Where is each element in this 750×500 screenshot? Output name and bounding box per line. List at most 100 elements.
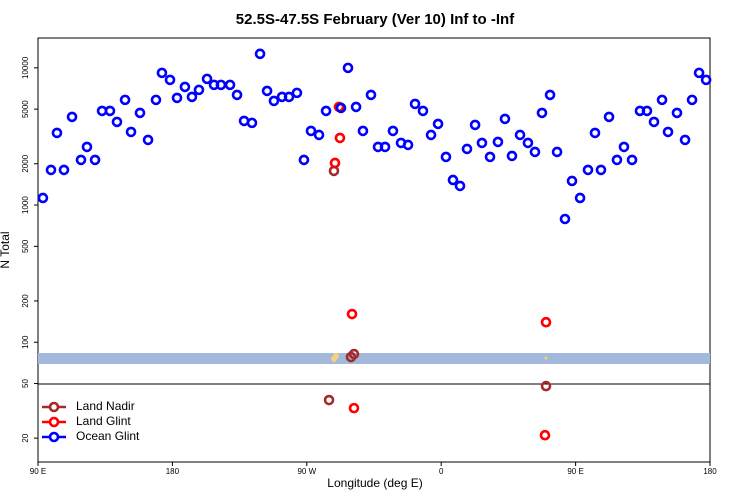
point xyxy=(611,154,623,166)
point xyxy=(164,74,176,86)
y-tick-label: 100 xyxy=(21,335,30,349)
point xyxy=(514,129,526,141)
point xyxy=(320,105,332,117)
point xyxy=(574,192,586,204)
point xyxy=(648,116,660,128)
point xyxy=(111,116,123,128)
point xyxy=(365,89,377,101)
point xyxy=(342,62,354,74)
point xyxy=(582,164,594,176)
y-axis-label: N Total xyxy=(0,231,12,268)
point xyxy=(119,94,131,106)
point xyxy=(440,151,452,163)
point xyxy=(447,174,459,186)
y-tick-label: 1000 xyxy=(21,196,30,214)
point xyxy=(51,127,63,139)
point xyxy=(334,132,346,144)
legend-label: Ocean Glint xyxy=(76,429,140,443)
point xyxy=(402,139,414,151)
point xyxy=(193,84,205,96)
point xyxy=(626,154,638,166)
point xyxy=(476,137,488,149)
y-tick-label: 200 xyxy=(21,294,30,308)
legend-label: Land Glint xyxy=(76,414,131,428)
point xyxy=(679,134,691,146)
point xyxy=(432,118,444,130)
x-tick-label: 0 xyxy=(439,467,444,476)
point xyxy=(540,380,552,392)
point xyxy=(305,125,317,137)
point xyxy=(641,105,653,117)
legend-label: Land Nadir xyxy=(76,399,135,413)
point xyxy=(179,81,191,93)
point xyxy=(186,91,198,103)
point xyxy=(566,175,578,187)
point xyxy=(323,394,335,406)
point xyxy=(150,94,162,106)
point xyxy=(58,164,70,176)
point xyxy=(201,73,213,85)
coverage-band xyxy=(38,353,710,364)
point xyxy=(417,105,429,117)
point xyxy=(104,105,116,117)
point xyxy=(529,146,541,158)
x-tick-label: 180 xyxy=(166,467,180,476)
point xyxy=(536,107,548,119)
point xyxy=(357,125,369,137)
point xyxy=(313,129,325,141)
point xyxy=(45,164,57,176)
legend-marker xyxy=(48,431,60,443)
point xyxy=(589,127,601,139)
y-tick-label: 2000 xyxy=(21,154,30,172)
plot-frame xyxy=(37,37,711,463)
point xyxy=(37,192,49,204)
point xyxy=(544,89,556,101)
point xyxy=(142,134,154,146)
y-tick-label: 5000 xyxy=(21,100,30,118)
y-tick-label: 20 xyxy=(21,433,30,442)
point xyxy=(693,67,705,79)
point xyxy=(409,98,421,110)
point xyxy=(425,129,437,141)
band-marker xyxy=(544,356,548,360)
point xyxy=(246,117,258,129)
point xyxy=(268,95,280,107)
point xyxy=(461,143,473,155)
y-tick-label: 10000 xyxy=(21,56,30,79)
point xyxy=(595,164,607,176)
point xyxy=(81,141,93,153)
x-tick-label: 90 E xyxy=(30,467,46,476)
x-tick-label: 90 E xyxy=(567,467,583,476)
y-tick-label: 500 xyxy=(21,239,30,253)
x-axis-label: Longitude (deg E) xyxy=(327,476,422,490)
point xyxy=(125,126,137,138)
point xyxy=(298,154,310,166)
point xyxy=(540,316,552,328)
point xyxy=(89,154,101,166)
point xyxy=(484,151,496,163)
point xyxy=(539,429,551,441)
point xyxy=(346,308,358,320)
point xyxy=(469,119,481,131)
legend-marker xyxy=(48,401,60,413)
point xyxy=(656,94,668,106)
point xyxy=(345,351,357,363)
point xyxy=(156,67,168,79)
point xyxy=(671,107,683,119)
point xyxy=(492,136,504,148)
point xyxy=(686,94,698,106)
point xyxy=(254,48,266,60)
point xyxy=(215,79,227,91)
point xyxy=(329,157,341,169)
point xyxy=(454,180,466,192)
point xyxy=(618,141,630,153)
point xyxy=(66,111,78,123)
point xyxy=(171,92,183,104)
point xyxy=(559,213,571,225)
chart-title: 52.5S-47.5S February (Ver 10) Inf to -In… xyxy=(236,11,515,28)
point xyxy=(261,85,273,97)
point xyxy=(231,89,243,101)
y-tick-label: 50 xyxy=(21,379,30,388)
